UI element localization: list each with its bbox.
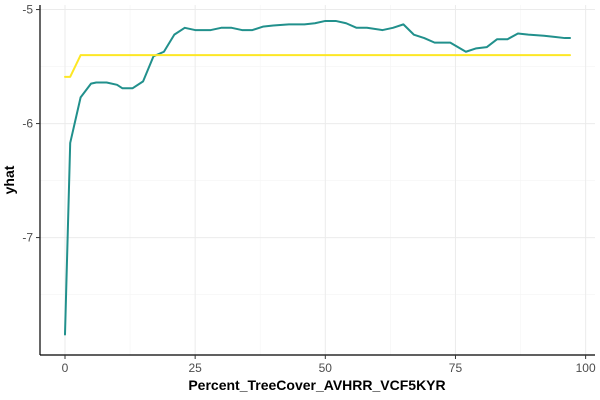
x-tick-label: 50 xyxy=(319,361,333,375)
series-line-2 xyxy=(63,54,572,78)
x-axis-title: Percent_TreeCover_AVHRR_VCF5KYR xyxy=(188,377,445,393)
x-tick-label: 0 xyxy=(62,361,69,375)
y-tick-label: -7 xyxy=(22,231,33,245)
series-line-1 xyxy=(63,19,572,336)
grid-major xyxy=(40,5,595,355)
y-tick-label: -6 xyxy=(22,117,33,131)
y-axis-title: yhat xyxy=(1,165,17,194)
x-tick-label: 75 xyxy=(449,361,463,375)
y-ticks: -7 -6 -5 xyxy=(22,3,40,245)
grid-minor xyxy=(40,5,595,355)
plot-background xyxy=(40,5,595,355)
series-layer xyxy=(63,19,572,336)
x-tick-label: 100 xyxy=(576,361,596,375)
y-tick-label: -5 xyxy=(22,3,33,17)
x-ticks: 0 25 50 75 100 xyxy=(62,355,596,375)
x-tick-label: 25 xyxy=(188,361,202,375)
